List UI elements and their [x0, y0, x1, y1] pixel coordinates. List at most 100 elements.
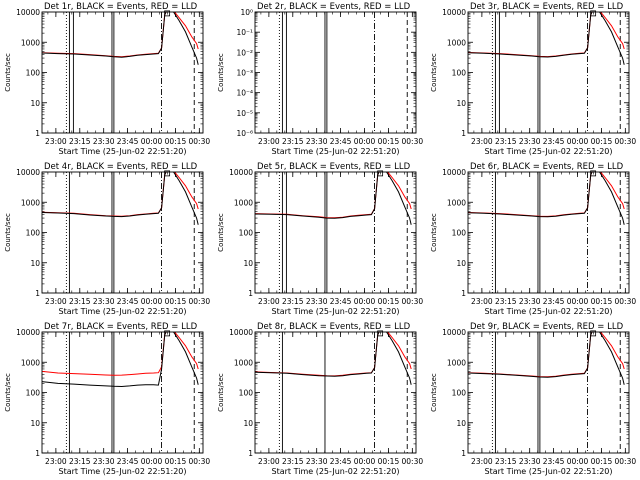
square-marker	[590, 10, 597, 17]
x-tick-label: 23:15	[69, 457, 91, 466]
y-tick-label: 1	[35, 129, 40, 138]
plot-frame	[467, 331, 630, 454]
x-tick-label: 00:30	[189, 457, 211, 466]
x-tick-label: 00:00	[567, 297, 589, 306]
y-axis-label: Counts/sec	[217, 213, 225, 252]
black-series-line	[468, 12, 625, 65]
x-tick-label: 23:15	[282, 297, 304, 306]
panel-title: Det 2r, BLACK = Events, RED = LLD	[257, 2, 411, 12]
y-axis-label: Counts/sec	[217, 53, 225, 92]
x-tick-label: 00:00	[354, 457, 376, 466]
y-axis-label: Counts/sec	[430, 213, 438, 252]
y-tick-label: 10⁻⁶	[236, 129, 253, 138]
x-tick-label: 00:00	[141, 297, 163, 306]
y-tick-label: 10	[30, 99, 40, 108]
x-tick-label: 23:00	[45, 297, 67, 306]
x-tick-label: 23:00	[471, 297, 493, 306]
detector-panel-1: Det 1r, BLACK = Events, RED = LLD Counts/…	[4, 2, 210, 156]
x-tick-label: 23:30	[93, 137, 115, 146]
detector-panel-2: Det 2r, BLACK = Events, RED = LLD Counts/…	[217, 2, 423, 156]
x-tick-label: 23:15	[495, 297, 517, 306]
red-series-line	[255, 172, 412, 219]
x-tick-label: 23:00	[258, 457, 280, 466]
y-tick-label: 10000	[442, 168, 466, 177]
x-tick-label: 23:45	[117, 457, 139, 466]
x-tick-label: 23:00	[258, 297, 280, 306]
y-axis-label: Counts/sec	[4, 213, 12, 252]
x-tick-label: 23:30	[306, 457, 328, 466]
x-tick-label: 23:45	[543, 297, 565, 306]
panel-title: Det 3r, BLACK = Events, RED = LLD	[470, 2, 624, 12]
y-tick-label: 1000	[234, 358, 253, 367]
x-tick-label: 23:45	[330, 297, 352, 306]
plot-frame	[254, 171, 417, 294]
y-tick-label: 1000	[447, 38, 466, 47]
x-tick-label: 00:15	[165, 297, 187, 306]
x-tick-label: 00:15	[378, 457, 400, 466]
y-tick-label: 10⁻¹	[236, 28, 253, 37]
y-tick-label: 1	[461, 289, 466, 298]
detector-panel-4: Det 4r, BLACK = Events, RED = LLD Counts/…	[4, 162, 210, 316]
y-tick-label: 100	[452, 389, 467, 398]
red-series-line	[468, 332, 625, 378]
x-tick-label: 23:00	[471, 457, 493, 466]
x-tick-label: 23:15	[282, 137, 304, 146]
plot-frame	[467, 11, 630, 134]
panel-title: Det 8r, BLACK = Events, RED = LLD	[257, 322, 411, 332]
y-tick-label: 10000	[16, 168, 40, 177]
y-axis-label: Counts/sec	[430, 53, 438, 92]
x-tick-label: 00:30	[615, 457, 637, 466]
x-axis-label: Start Time (25-Jun-02 22:51:20)	[485, 307, 613, 316]
x-axis-label: Start Time (25-Jun-02 22:51:20)	[272, 307, 400, 316]
y-tick-label: 10⁻⁵	[236, 109, 253, 118]
panel-title: Det 5r, BLACK = Events, RED = LLD	[257, 162, 411, 172]
red-series-line	[468, 172, 625, 217]
x-tick-label: 00:30	[189, 297, 211, 306]
panel-title: Det 9r, BLACK = Events, RED = LLD	[470, 322, 624, 332]
black-series-line	[42, 172, 199, 225]
x-tick-label: 23:30	[93, 297, 115, 306]
x-tick-label: 00:15	[591, 457, 613, 466]
detector-panel-8: Det 8r, BLACK = Events, RED = LLD Counts/…	[217, 322, 423, 476]
y-tick-label: 1	[248, 449, 253, 458]
y-tick-label: 10⁰	[240, 8, 253, 17]
y-tick-label: 10⁻²	[236, 48, 253, 57]
x-tick-label: 00:15	[378, 297, 400, 306]
y-tick-label: 1	[248, 289, 253, 298]
x-tick-label: 23:45	[117, 137, 139, 146]
black-series-line	[255, 332, 412, 385]
y-tick-label: 100	[26, 229, 41, 238]
y-axis-label: Counts/sec	[217, 373, 225, 412]
y-tick-label: 1	[461, 449, 466, 458]
y-tick-label: 10	[456, 419, 466, 428]
x-axis-label: Start Time (25-Jun-02 22:51:20)	[272, 147, 400, 156]
red-series-line	[42, 332, 199, 376]
y-tick-label: 10	[456, 259, 466, 268]
x-axis-label: Start Time (25-Jun-02 22:51:20)	[485, 147, 613, 156]
x-tick-label: 00:00	[354, 137, 376, 146]
black-series-line	[42, 12, 199, 65]
y-tick-label: 100	[452, 69, 467, 78]
x-tick-label: 00:30	[615, 137, 637, 146]
y-tick-label: 10000	[16, 328, 40, 337]
x-axis-label: Start Time (25-Jun-02 22:51:20)	[59, 467, 187, 476]
y-tick-label: 100	[26, 389, 41, 398]
x-tick-label: 00:00	[354, 297, 376, 306]
x-tick-label: 00:30	[615, 297, 637, 306]
black-series-line	[468, 332, 625, 385]
y-tick-label: 1000	[21, 38, 40, 47]
x-tick-label: 00:15	[591, 137, 613, 146]
y-tick-label: 1	[461, 129, 466, 138]
square-marker	[164, 330, 171, 337]
x-tick-label: 23:30	[306, 137, 328, 146]
y-tick-label: 10000	[442, 328, 466, 337]
red-series-line	[42, 172, 199, 217]
plot-frame	[254, 11, 417, 134]
x-tick-label: 00:00	[567, 137, 589, 146]
detector-panel-5: Det 5r, BLACK = Events, RED = LLD Counts/…	[217, 162, 423, 316]
x-tick-label: 00:30	[402, 297, 424, 306]
plot-frame	[254, 331, 417, 454]
red-series-line	[42, 12, 199, 58]
x-tick-label: 00:15	[165, 457, 187, 466]
